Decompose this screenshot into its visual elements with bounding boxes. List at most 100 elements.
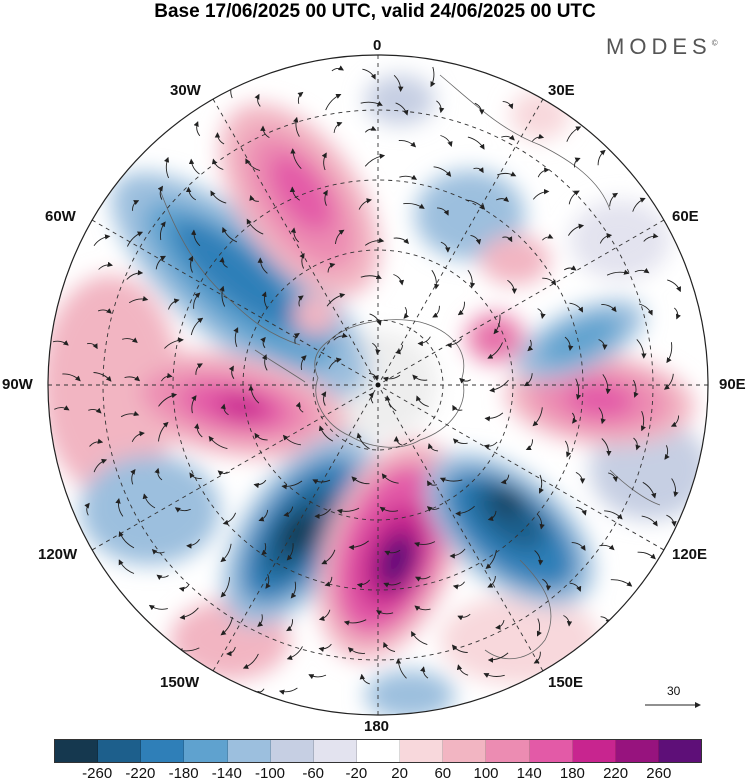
wind-vector xyxy=(433,166,452,177)
wind-vectors xyxy=(52,65,681,697)
wind-vector xyxy=(351,476,370,485)
wind-vector xyxy=(195,363,203,375)
wind-vector xyxy=(257,257,268,274)
wind-vector xyxy=(131,431,145,442)
wind-vector xyxy=(185,186,197,201)
wind-vector xyxy=(414,576,431,582)
wind-vector xyxy=(265,574,271,589)
wind-vector xyxy=(128,296,149,304)
wind-vector xyxy=(312,479,331,485)
wind-vector xyxy=(248,385,260,404)
wind-vector xyxy=(642,481,657,499)
wind-vector xyxy=(563,615,573,627)
colorbar-swatch xyxy=(55,740,99,762)
wind-vector xyxy=(426,506,440,512)
wind-vector xyxy=(601,303,617,313)
wind-vector xyxy=(290,581,297,599)
wind-vector xyxy=(569,582,582,592)
wind-vector xyxy=(164,156,170,179)
wind-vector xyxy=(403,306,410,319)
wind-vector xyxy=(318,425,334,442)
colorbar-tick-label: -20 xyxy=(345,765,368,782)
wind-vector xyxy=(568,223,585,236)
wind-vector xyxy=(242,653,259,669)
wind-vector xyxy=(286,619,293,632)
colorbar-tick-label: 100 xyxy=(473,765,499,782)
meridian-label-60w: 60W xyxy=(45,208,76,225)
wind-vector xyxy=(663,373,674,390)
wind-vector xyxy=(161,372,173,382)
wind-vector xyxy=(299,252,305,269)
wind-vector xyxy=(523,373,533,387)
wind-vector xyxy=(120,410,140,418)
wind-vector xyxy=(571,542,586,551)
wind-vector xyxy=(297,91,304,104)
wind-vector xyxy=(347,647,366,654)
wind-vector xyxy=(193,292,201,309)
wind-vector xyxy=(343,619,367,626)
wind-vector xyxy=(451,644,468,653)
wind-vector xyxy=(449,548,466,559)
wind-vector xyxy=(457,301,465,316)
wind-vector xyxy=(395,658,407,679)
wind-vector xyxy=(606,269,630,276)
wind-vector xyxy=(609,192,619,207)
wind-vector xyxy=(532,407,543,427)
colorbar-tick-label: 60 xyxy=(434,765,452,782)
wind-vector xyxy=(358,198,372,210)
wind-vector xyxy=(487,652,509,663)
wind-vector xyxy=(563,265,577,271)
brand-logo: MODES© xyxy=(606,34,718,59)
wind-vector xyxy=(174,507,191,513)
wind-vector xyxy=(597,149,606,166)
wind-vector xyxy=(417,336,431,347)
colorbar-tick-label: 180 xyxy=(559,765,585,782)
wind-vector xyxy=(226,646,236,657)
wind-vector xyxy=(210,190,227,204)
page-title: Base 17/06/2025 00 UTC, valid 24/06/2025… xyxy=(154,1,596,22)
wind-vector xyxy=(602,374,611,395)
wind-vector xyxy=(633,379,639,398)
wind-vector xyxy=(97,308,112,314)
wind-vector xyxy=(446,338,463,348)
wind-vector xyxy=(574,157,581,168)
meridian-label-120e: 120E xyxy=(672,546,708,563)
wind-vector xyxy=(637,551,656,560)
wind-vector xyxy=(427,443,439,452)
wind-vector xyxy=(168,298,180,310)
wind-vector xyxy=(575,378,582,400)
wind-vector xyxy=(568,190,580,205)
wind-vector xyxy=(537,167,550,178)
wind-vector xyxy=(122,337,138,343)
wind-vector xyxy=(62,373,81,382)
wind-vector xyxy=(282,434,301,446)
wind-vector xyxy=(364,125,377,133)
wind-vector xyxy=(321,152,327,171)
wind-vector xyxy=(208,435,228,450)
wind-vector xyxy=(393,274,405,286)
meridian-label-120w: 120W xyxy=(38,546,78,563)
wind-vector xyxy=(356,432,370,450)
wind-vector xyxy=(382,374,401,382)
wind-vector xyxy=(641,515,658,527)
wind-vector xyxy=(507,279,518,294)
wind-vector xyxy=(260,125,270,138)
wind-vector xyxy=(159,221,166,241)
wind-vector xyxy=(142,493,156,509)
colorbar-tick-label: -140 xyxy=(211,765,242,782)
wind-vector xyxy=(670,415,680,427)
wind-vector xyxy=(246,218,264,235)
wind-vector xyxy=(564,336,574,351)
colorbar-swatch xyxy=(141,740,185,762)
wind-vector xyxy=(440,241,451,253)
wind-vector xyxy=(440,135,453,147)
wind-vector xyxy=(436,207,449,216)
wind-vector xyxy=(531,133,545,142)
wind-vector xyxy=(278,687,298,695)
wind-vector xyxy=(297,295,304,307)
wind-vector xyxy=(249,194,259,202)
wind-vector xyxy=(308,674,327,680)
colorbar-tick-label: 140 xyxy=(516,765,542,782)
wind-vector xyxy=(179,607,199,620)
wind-vector xyxy=(154,467,163,481)
